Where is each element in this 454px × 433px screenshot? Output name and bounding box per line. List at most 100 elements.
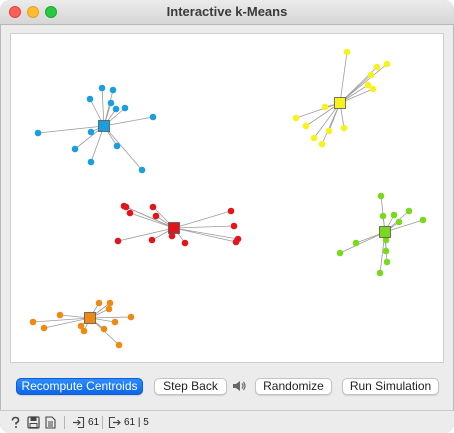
status-separator <box>64 416 65 429</box>
data-point-red[interactable] <box>152 212 160 220</box>
centroid-orange[interactable] <box>84 312 96 324</box>
assignment-line-yellow <box>339 51 348 104</box>
data-point-orange[interactable] <box>115 341 123 349</box>
help-icon[interactable] <box>9 416 22 429</box>
assignment-line-blue <box>37 125 105 134</box>
data-point-orange[interactable] <box>127 313 135 321</box>
data-point-orange[interactable] <box>80 327 88 335</box>
assignment-line-yellow <box>295 102 341 119</box>
assignment-line-red <box>173 227 239 240</box>
assignment-line-orange <box>89 316 132 319</box>
data-point-orange[interactable] <box>106 299 114 307</box>
data-point-red[interactable] <box>227 207 235 215</box>
output-count: 61 | 5 <box>124 417 149 428</box>
data-point-orange[interactable] <box>111 318 119 326</box>
assignment-line-orange <box>43 317 91 329</box>
data-point-yellow[interactable] <box>369 85 377 93</box>
report-icon[interactable] <box>44 416 57 429</box>
data-point-red[interactable] <box>149 203 157 211</box>
centroid-green[interactable] <box>379 226 391 238</box>
assignment-line-yellow <box>339 63 388 104</box>
centroid-yellow[interactable] <box>334 97 346 109</box>
data-point-green[interactable] <box>352 239 360 247</box>
data-point-blue[interactable] <box>87 128 95 136</box>
step-back-button[interactable]: Step Back <box>154 378 227 395</box>
assignment-line-red <box>173 210 232 229</box>
data-point-yellow[interactable] <box>367 71 375 79</box>
data-point-blue[interactable] <box>149 113 157 121</box>
title-bar: Interactive k-Means <box>0 0 454 25</box>
data-point-green[interactable] <box>383 258 391 266</box>
kmeans-plot-area[interactable] <box>10 33 444 363</box>
data-point-green[interactable] <box>395 218 403 226</box>
assignment-line-yellow <box>321 102 341 145</box>
data-point-blue[interactable] <box>107 99 115 107</box>
data-point-blue[interactable] <box>109 86 117 94</box>
data-point-blue[interactable] <box>98 84 106 92</box>
data-point-orange[interactable] <box>100 325 108 333</box>
data-point-green[interactable] <box>377 192 385 200</box>
data-point-blue[interactable] <box>34 129 42 137</box>
data-point-green[interactable] <box>379 212 387 220</box>
status-separator <box>102 416 103 429</box>
run-simulation-button[interactable]: Run Simulation <box>342 378 439 395</box>
randomize-button[interactable]: Randomize <box>255 378 332 395</box>
input-count: 61 <box>88 417 100 428</box>
recompute-centroids-button[interactable]: Recompute Centroids <box>16 378 143 395</box>
data-point-yellow[interactable] <box>325 127 333 135</box>
data-point-blue[interactable] <box>121 104 129 112</box>
data-point-orange[interactable] <box>29 318 37 326</box>
data-point-red[interactable] <box>181 239 189 247</box>
data-point-red[interactable] <box>168 232 176 240</box>
data-point-red[interactable] <box>232 238 240 246</box>
minimize-window-button[interactable] <box>27 6 39 18</box>
assignment-line-blue <box>101 87 105 127</box>
zoom-window-button[interactable] <box>45 6 57 18</box>
data-point-yellow[interactable] <box>302 122 310 130</box>
data-point-blue[interactable] <box>138 166 146 174</box>
data-point-green[interactable] <box>382 236 390 244</box>
data-point-yellow[interactable] <box>292 114 300 122</box>
data-point-blue[interactable] <box>112 105 120 113</box>
close-window-button[interactable] <box>9 6 21 18</box>
data-point-red[interactable] <box>114 237 122 245</box>
data-point-blue[interactable] <box>71 145 79 153</box>
data-point-yellow[interactable] <box>373 63 381 71</box>
data-point-orange[interactable] <box>77 322 85 330</box>
data-point-orange[interactable] <box>40 324 48 332</box>
data-point-blue[interactable] <box>113 142 121 150</box>
data-point-green[interactable] <box>382 247 390 255</box>
data-point-yellow[interactable] <box>318 140 326 148</box>
data-point-red[interactable] <box>122 203 130 211</box>
speaker-icon[interactable] <box>232 379 246 393</box>
assignment-line-green <box>339 231 386 254</box>
assignment-lines <box>32 51 424 346</box>
data-point-green[interactable] <box>419 216 427 224</box>
data-point-blue[interactable] <box>87 158 95 166</box>
data-point-yellow[interactable] <box>364 81 372 89</box>
kmeans-plot[interactable] <box>11 34 443 362</box>
data-point-green[interactable] <box>405 207 413 215</box>
data-point-orange[interactable] <box>56 311 64 319</box>
data-point-green[interactable] <box>390 211 398 219</box>
assignment-line-green <box>384 219 424 233</box>
assignment-line-red <box>117 227 175 242</box>
data-point-red[interactable] <box>126 209 134 217</box>
data-point-blue[interactable] <box>86 95 94 103</box>
save-icon[interactable] <box>27 416 40 429</box>
centroids <box>84 97 391 324</box>
data-point-yellow[interactable] <box>343 48 351 56</box>
centroid-red[interactable] <box>168 222 180 234</box>
assignment-line-red <box>173 225 235 229</box>
data-point-yellow[interactable] <box>310 134 318 142</box>
data-point-green[interactable] <box>336 249 344 257</box>
data-point-yellow[interactable] <box>340 124 348 132</box>
data-point-red[interactable] <box>148 236 156 244</box>
data-point-red[interactable] <box>230 222 238 230</box>
data-point-yellow[interactable] <box>383 60 391 68</box>
data-point-yellow[interactable] <box>321 103 329 111</box>
data-point-orange[interactable] <box>95 299 103 307</box>
centroid-blue[interactable] <box>98 120 110 132</box>
data-point-green[interactable] <box>376 269 384 277</box>
data-point-orange[interactable] <box>105 305 113 313</box>
